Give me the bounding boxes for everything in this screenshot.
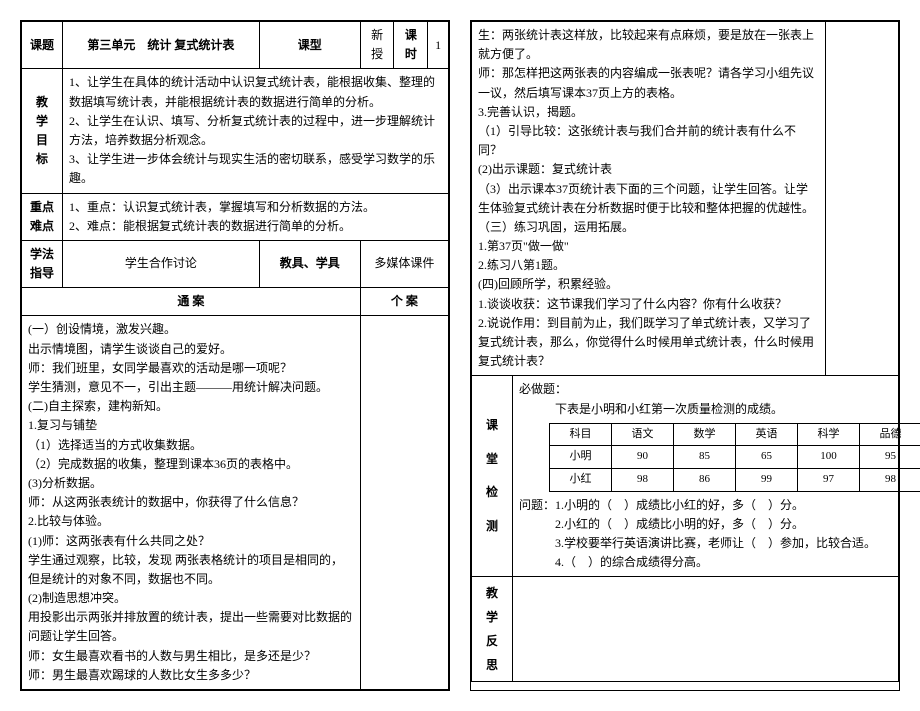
score-header: 语文 [612, 423, 674, 446]
score-header: 品德 [860, 423, 920, 446]
gean-empty [360, 316, 448, 690]
score-cell: 98 [612, 468, 674, 491]
score-header: 科学 [798, 423, 860, 446]
left-table: 课题 第三单元 统计 复式统计表 课型 新授 课时 1 教学目标 1、让学生在具… [21, 21, 449, 690]
score-cell: 97 [798, 468, 860, 491]
gean-header: 个 案 [360, 288, 448, 316]
top-continuation: 生：两张统计表这样放，比较起来有点麻烦，要是放在一张表上就方便了。 师：那怎样把… [472, 22, 826, 376]
topic-label: 课题 [22, 22, 63, 69]
method-label: 学法指导 [22, 240, 63, 287]
period-value: 1 [428, 22, 449, 69]
homework-label: 课堂检测 [472, 376, 513, 577]
reflect-empty [513, 577, 899, 682]
right-page: 生：两张统计表这样放，比较起来有点麻烦，要是放在一张表上就方便了。 师：那怎样把… [470, 20, 900, 691]
topic-title: 第三单元 统计 复式统计表 [63, 22, 260, 69]
score-cell: 100 [798, 446, 860, 469]
score-header: 英语 [736, 423, 798, 446]
score-cell: 85 [674, 446, 736, 469]
tongan-header: 通 案 [22, 288, 361, 316]
score-cell: 98 [860, 468, 920, 491]
questions-text: 问题：1.小明的（ ）成绩比小红的好，多（ ）分。 2.小红的（ ）成绩比小明的… [519, 496, 892, 573]
gean-col [826, 22, 899, 376]
score-cell: 小红 [550, 468, 612, 491]
tools-value: 多媒体课件 [360, 240, 448, 287]
score-cell: 86 [674, 468, 736, 491]
homework-content: 必做题： 下表是小明和小红第一次质量检测的成绩。 科目语文数学英语科学品德 小明… [513, 376, 899, 577]
homework-intro: 必做题： 下表是小明和小红第一次质量检测的成绩。 [519, 380, 892, 418]
score-cell: 小明 [550, 446, 612, 469]
score-header: 数学 [674, 423, 736, 446]
goals-text: 1、让学生在具体的统计活动中认识复式统计表，能根据收集、整理的数据填写统计表，并… [63, 69, 449, 193]
score-table: 科目语文数学英语科学品德 小明90856510095 小红9886999798 [549, 423, 920, 492]
main-content: (一）创设情境，激发兴趣。 出示情境图，请学生谈谈自己的爱好。 师：我们班里，女… [22, 316, 361, 690]
key-text: 1、重点：认识复式统计表，掌握填写和分析数据的方法。 2、难点：能根据复式统计表… [63, 193, 449, 240]
score-cell: 99 [736, 468, 798, 491]
score-cell: 65 [736, 446, 798, 469]
score-cell: 90 [612, 446, 674, 469]
goals-label: 教学目标 [22, 69, 63, 193]
left-page: 课题 第三单元 统计 复式统计表 课型 新授 课时 1 教学目标 1、让学生在具… [20, 20, 450, 691]
right-table: 生：两张统计表这样放，比较起来有点麻烦，要是放在一张表上就方便了。 师：那怎样把… [471, 21, 899, 682]
period-label: 课时 [394, 22, 428, 69]
type-label: 课型 [259, 22, 360, 69]
key-label: 重点难点 [22, 193, 63, 240]
score-cell: 95 [860, 446, 920, 469]
tools-label: 教具、学具 [259, 240, 360, 287]
type-value: 新授 [360, 22, 394, 69]
score-header: 科目 [550, 423, 612, 446]
reflect-label: 教学反思 [472, 577, 513, 682]
method-value: 学生合作讨论 [63, 240, 260, 287]
